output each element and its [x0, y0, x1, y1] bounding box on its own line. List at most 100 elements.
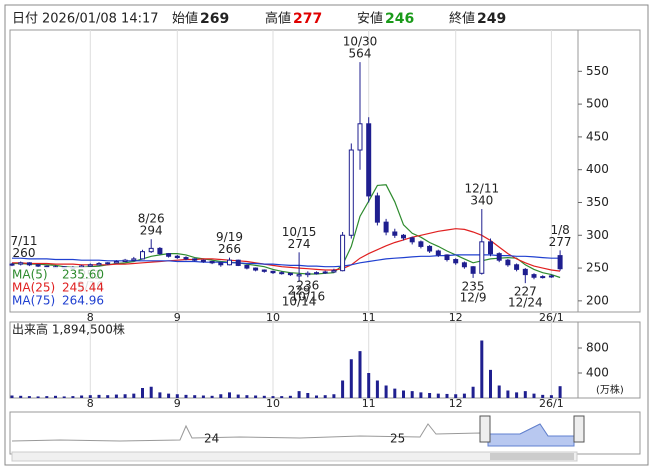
y-tick-label: 800	[586, 341, 609, 355]
volume-bar	[97, 394, 101, 398]
volume-bar	[228, 392, 231, 398]
legend-name: MA(25)	[12, 281, 55, 295]
x-tick-label: 11	[362, 397, 376, 410]
volume-bar	[280, 396, 284, 398]
volume-bar	[80, 395, 84, 398]
candle-body	[296, 274, 302, 277]
volume-bar	[358, 351, 362, 398]
candle-body	[244, 264, 250, 269]
volume-bar	[158, 392, 162, 398]
navigator-selection[interactable]	[487, 423, 575, 447]
volume-bar	[306, 393, 310, 398]
x-tick-label: 8	[87, 397, 94, 410]
candle-body	[357, 123, 363, 151]
scrollbar[interactable]	[11, 451, 578, 462]
low-value: 246	[385, 11, 414, 27]
candle-body	[105, 262, 111, 265]
candle-body	[522, 268, 528, 276]
volume-bar	[558, 386, 562, 398]
x-tick-label: 9	[174, 397, 181, 410]
candle-body	[227, 259, 232, 266]
candle-body	[287, 272, 293, 276]
candle-body	[157, 247, 163, 255]
volume-bar	[62, 396, 66, 398]
x-tick-label: 12	[449, 311, 463, 324]
volume-bar	[193, 395, 197, 398]
volume-bar	[315, 395, 318, 398]
volume-bar	[428, 393, 432, 398]
candle-body	[279, 272, 285, 275]
candle-body	[401, 234, 406, 239]
volume-bar	[254, 395, 258, 398]
candle-body	[374, 195, 380, 223]
volume-bar	[462, 393, 466, 398]
candle-body	[314, 272, 319, 275]
high-value: 274	[288, 237, 311, 251]
ma-line	[12, 254, 561, 268]
legend-name: MA(75)	[12, 294, 55, 308]
x-tick-label: 11	[362, 311, 376, 324]
candle-body	[270, 270, 276, 274]
candle-body	[514, 264, 520, 270]
high-date: 8/26	[138, 212, 165, 226]
volume-bar	[480, 340, 484, 398]
volume-bar	[532, 393, 536, 398]
volume-title: 出来高 1,894,500株	[12, 322, 125, 337]
y-tick-label: 450	[586, 129, 609, 143]
candle-body	[488, 241, 493, 255]
volume-bar	[45, 396, 49, 398]
volume-bar	[288, 395, 292, 398]
volume-bar	[410, 391, 414, 398]
candle-body	[18, 262, 24, 265]
high-date: 12/11	[465, 182, 500, 196]
volume-bar	[123, 394, 127, 398]
close-value: 249	[477, 11, 506, 27]
y-tick-label: 200	[586, 293, 609, 307]
datetime: 2026/01/08 14:17	[42, 12, 159, 27]
candle-body	[9, 263, 15, 266]
volume-bar	[489, 369, 492, 398]
open-value: 269	[200, 11, 229, 27]
x-tick-label: 9	[174, 311, 181, 324]
x-tick-label: 10	[266, 311, 280, 324]
high-date: 7/11	[11, 234, 38, 248]
candle-body	[174, 255, 180, 259]
high-value: 277	[549, 235, 572, 249]
outer-frame	[4, 4, 649, 466]
low-value: 229	[288, 283, 311, 297]
candle-body	[409, 237, 415, 243]
candle-body	[418, 241, 424, 247]
legend-value: 264.96	[62, 294, 104, 308]
volume-bar	[149, 386, 153, 398]
candle-body	[87, 264, 93, 267]
candle-body	[166, 253, 172, 257]
candle-body	[427, 245, 433, 252]
volume-bar	[184, 394, 188, 398]
low-value: 235	[462, 279, 485, 293]
navigator-handle-right[interactable]	[573, 415, 585, 443]
volume-unit: (万株)	[596, 383, 624, 396]
volume-bar	[36, 396, 40, 398]
ma-line	[12, 184, 561, 279]
candle-body	[26, 262, 32, 266]
low-date: 12/24	[508, 296, 543, 310]
candle-body	[261, 269, 267, 272]
volume-bar	[541, 394, 545, 398]
volume-bar	[175, 394, 179, 398]
navigator-handle-left[interactable]	[479, 415, 491, 443]
candle-body	[122, 259, 128, 263]
date-label: 日付	[12, 12, 38, 27]
x-tick-label: 12	[449, 397, 463, 410]
y-tick-label: 400	[586, 366, 609, 380]
scrollbar-thumb[interactable]	[490, 453, 574, 460]
candle-body	[540, 276, 546, 279]
volume-bar	[402, 390, 405, 398]
candle-body	[505, 259, 511, 266]
candle-body	[548, 275, 554, 278]
volume-bar	[445, 393, 449, 398]
candle-body	[496, 253, 502, 261]
volume-bar	[167, 393, 171, 398]
y-tick-label: 500	[586, 97, 609, 111]
candle-body	[35, 264, 41, 267]
